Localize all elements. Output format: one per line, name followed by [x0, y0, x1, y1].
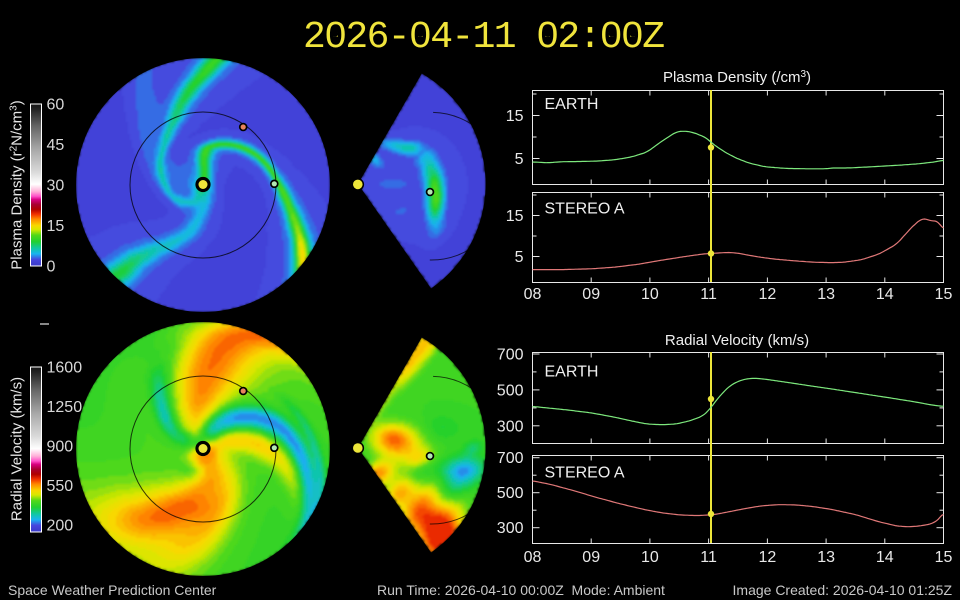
svg-text:1600: 1600: [47, 360, 83, 377]
svg-text:Space Weather Prediction Cente: Space Weather Prediction Center: [8, 582, 217, 598]
svg-text:08: 08: [524, 286, 542, 303]
svg-text:EARTH: EARTH: [545, 96, 599, 113]
svg-text:15: 15: [935, 286, 953, 303]
svg-text:30: 30: [47, 178, 65, 195]
svg-text:2026-04-11 02:00Z: 2026-04-11 02:00Z: [303, 16, 665, 59]
svg-text:STEREO A: STEREO A: [545, 201, 625, 218]
svg-text:500: 500: [497, 485, 524, 502]
svg-text:5: 5: [515, 249, 524, 266]
svg-text:12: 12: [759, 549, 777, 566]
svg-text:Plasma Density (r2N/cm3): Plasma Density (r2N/cm3): [8, 100, 26, 269]
svg-text:12: 12: [759, 286, 777, 303]
svg-text:15: 15: [935, 549, 953, 566]
svg-text:Run Time: 2026-04-10 00:00Z M: Run Time: 2026-04-10 00:00Z Mode: Ambien…: [377, 582, 665, 598]
svg-text:10: 10: [641, 549, 659, 566]
svg-text:Plasma Density (/cm3): Plasma Density (/cm3): [663, 69, 811, 87]
svg-text:550: 550: [47, 478, 74, 495]
svg-text:500: 500: [497, 382, 524, 399]
svg-text:5: 5: [515, 151, 524, 168]
svg-text:700: 700: [497, 450, 524, 467]
svg-text:900: 900: [47, 439, 74, 456]
svg-text:700: 700: [497, 347, 524, 364]
svg-text:Radial Velocity (km/s): Radial Velocity (km/s): [9, 377, 26, 521]
svg-text:15: 15: [506, 108, 524, 125]
svg-text:09: 09: [582, 549, 600, 566]
svg-text:11: 11: [700, 286, 717, 303]
svg-text:11: 11: [700, 549, 717, 566]
svg-text:0: 0: [47, 259, 56, 276]
svg-text:Image Created: 2026-04-10 01:2: Image Created: 2026-04-10 01:25Z: [733, 582, 953, 598]
svg-text:14: 14: [876, 549, 894, 566]
svg-text:Radial Velocity (km/s): Radial Velocity (km/s): [665, 332, 809, 349]
svg-text:EARTH: EARTH: [545, 364, 599, 381]
svg-text:45: 45: [47, 137, 65, 154]
svg-text:13: 13: [817, 549, 835, 566]
svg-text:60: 60: [47, 97, 65, 114]
svg-text:09: 09: [582, 286, 600, 303]
svg-text:08: 08: [524, 549, 542, 566]
svg-text:13: 13: [817, 286, 835, 303]
svg-text:15: 15: [506, 208, 524, 225]
svg-text:STEREO A: STEREO A: [545, 465, 625, 482]
svg-text:15: 15: [47, 218, 65, 235]
svg-text:200: 200: [47, 518, 74, 535]
svg-text:14: 14: [876, 286, 894, 303]
svg-text:300: 300: [497, 520, 524, 537]
svg-text:10: 10: [641, 286, 659, 303]
svg-text:1250: 1250: [47, 399, 83, 416]
svg-text:300: 300: [497, 418, 524, 435]
